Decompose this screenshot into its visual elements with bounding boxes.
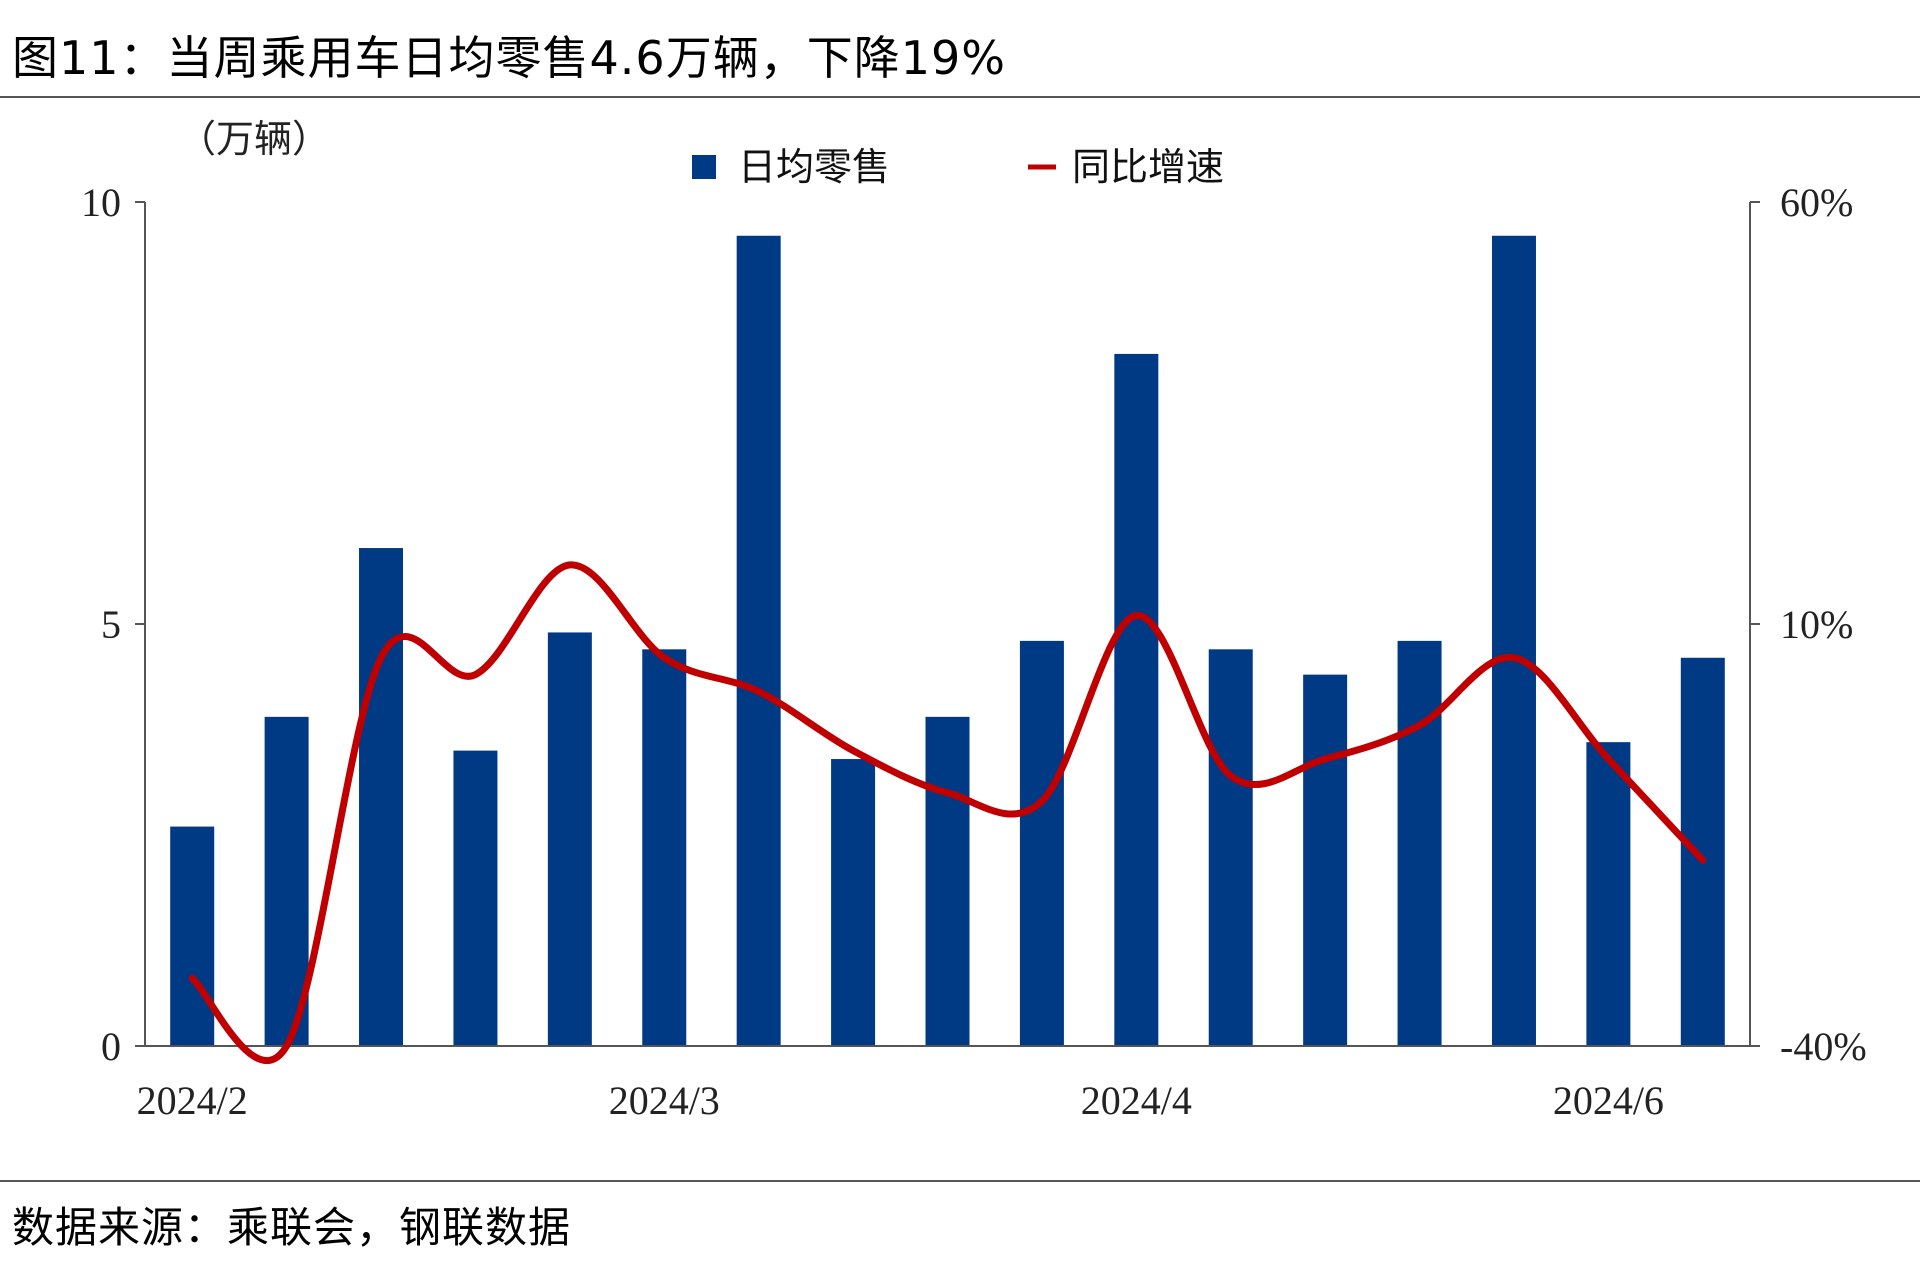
bar-2 [359,548,404,1046]
left-tick-label: 5 [101,602,121,647]
left-axis-unit: （万辆） [178,117,330,161]
growth-line [188,561,1707,1065]
legend-bar-label: 日均零售 [738,145,890,189]
bar-9 [1019,640,1064,1046]
right-tick-label: 10% [1780,602,1853,647]
bar-0 [170,826,215,1046]
right-tick-label: 60% [1780,180,1853,225]
ticks-layer: 0 5 10 -40% 10% 60% 2024/2 2024/3 2024/4 2024/6 [81,180,1867,1123]
legend: 日均零售 同比增速 [692,145,1224,189]
legend-line-label: 同比增速 [1072,145,1224,189]
bar-5 [642,649,687,1046]
x-tick-label: 2024/2 [137,1078,248,1123]
bar-7 [831,759,876,1046]
left-tick-label: 10 [81,180,121,225]
legend-bar-swatch [692,155,716,179]
bar-8 [925,716,970,1046]
x-tick-label: 2024/6 [1553,1078,1664,1123]
bar-13 [1397,640,1442,1046]
bar-6 [736,235,781,1046]
bar-1 [264,716,309,1046]
bar-4 [547,632,592,1046]
left-tick-label: 0 [101,1024,121,1069]
bars-layer [170,235,1725,1046]
top-divider [0,96,1920,98]
bar-10 [1114,353,1159,1046]
bottom-divider [0,1180,1920,1182]
right-tick-label: -40% [1780,1024,1867,1069]
x-tick-label: 2024/3 [609,1078,720,1123]
chart: 0 5 10 -40% 10% 60% 2024/2 2024/3 2024/4 2024/6 （… [81,117,1867,1123]
bar-16 [1680,657,1725,1046]
line-layer [188,561,1707,1065]
bar-11 [1208,649,1253,1046]
source-note: 数据来源：乘联会，钢联数据 [12,1203,572,1252]
chart-title: 图11：当周乘用车日均零售4.6万辆，下降19% [12,31,1006,85]
bar-14 [1491,235,1536,1046]
bar-12 [1303,674,1348,1046]
bar-3 [453,750,498,1046]
x-tick-label: 2024/4 [1081,1078,1192,1123]
bar-15 [1586,742,1631,1046]
